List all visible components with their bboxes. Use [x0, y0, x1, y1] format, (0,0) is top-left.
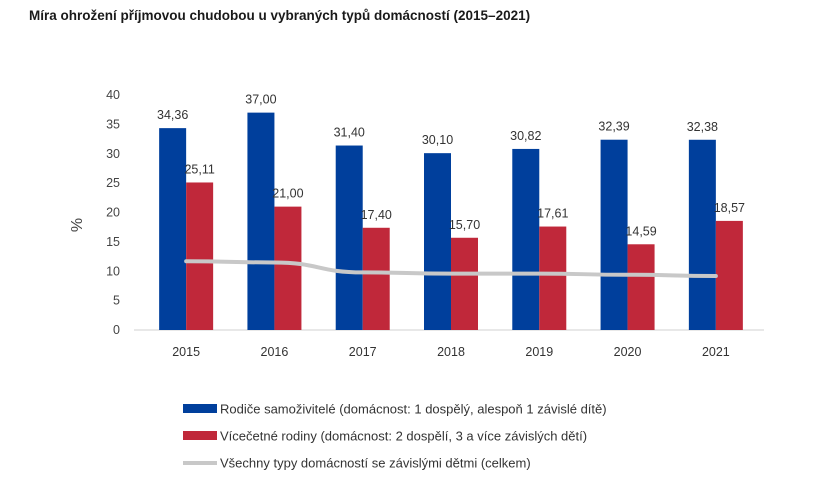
- y-tick-label-0: 0: [113, 323, 120, 337]
- data-label-single-parent-2020: 32,39: [598, 120, 629, 134]
- x-tick-label-2020: 2020: [614, 345, 642, 359]
- x-tick-label-2018: 2018: [437, 345, 465, 359]
- bar-single-parent-2017: [335, 145, 363, 330]
- bar-large-family-2020: [627, 244, 655, 330]
- bar-large-family-2021: [715, 220, 743, 330]
- data-label-single-parent-2021: 32,38: [687, 120, 718, 134]
- x-tick-label-2019: 2019: [525, 345, 553, 359]
- data-label-single-parent-2016: 37,00: [245, 93, 276, 107]
- bar-single-parent-2016: [247, 112, 275, 330]
- legend-swatch-1: [183, 431, 217, 440]
- x-tick-label-2015: 2015: [172, 345, 200, 359]
- data-label-large-family-2021: 18,57: [714, 201, 745, 215]
- legend-swatch-0: [183, 404, 217, 413]
- data-label-single-parent-2018: 30,10: [422, 133, 453, 147]
- data-label-large-family-2019: 17,61: [537, 207, 568, 221]
- data-label-single-parent-2015: 34,36: [157, 108, 188, 122]
- data-label-large-family-2020: 14,59: [625, 224, 656, 238]
- bar-single-parent-2015: [159, 128, 187, 330]
- bar-large-family-2018: [451, 237, 478, 330]
- y-tick-label-5: 5: [113, 294, 120, 308]
- bar-single-parent-2020: [600, 139, 628, 330]
- bar-large-family-2017: [362, 227, 390, 330]
- y-tick-label-15: 15: [106, 235, 120, 249]
- y-tick-label-30: 30: [106, 147, 120, 161]
- total-line: [184, 259, 718, 278]
- chart-title: Míra ohrožení příjmovou chudobou u vybra…: [29, 8, 531, 23]
- x-tick-labels: 2015 2016 2017 2018 2019 2020 2021: [172, 345, 730, 359]
- y-axis-label: %: [69, 218, 86, 232]
- x-tick-label-2017: 2017: [349, 345, 377, 359]
- data-label-large-family-2016: 21,00: [272, 187, 303, 201]
- data-label-single-parent-2019: 30,82: [510, 129, 541, 143]
- x-tick-label-2016: 2016: [261, 345, 289, 359]
- bar-large-family-2015: [186, 182, 214, 330]
- data-label-single-parent-2017: 31,40: [334, 126, 365, 140]
- y-tick-label-20: 20: [106, 206, 120, 220]
- y-tick-label-25: 25: [106, 176, 120, 190]
- legend: Rodiče samoživitelé (domácnost: 1 dospěl…: [183, 402, 607, 471]
- legend-label-2: Všechny typy domácností se závislými dět…: [220, 456, 531, 471]
- data-label-large-family-2017: 17,40: [361, 208, 392, 222]
- y-tick-label-40: 40: [106, 88, 120, 102]
- legend-label-0: Rodiče samoživitelé (domácnost: 1 dospěl…: [220, 402, 607, 417]
- bar-large-family-2019: [539, 226, 567, 330]
- y-axis: 0 5 10 15 20 25 30 35 40: [106, 88, 120, 337]
- bar-single-parent-2018: [424, 153, 451, 330]
- x-tick-label-2021: 2021: [702, 345, 730, 359]
- y-tick-label-10: 10: [106, 264, 120, 278]
- bar-single-parent-2021: [688, 139, 716, 330]
- data-label-large-family-2015: 25,11: [184, 162, 214, 176]
- bars: 34,36 25,11 37,00 21,00 31,40 17,40 30,10 15,70…: [157, 93, 745, 330]
- bar-single-parent-2019: [512, 148, 540, 330]
- legend-label-1: Vícečetné rodiny (domácnost: 2 dospělí, …: [220, 429, 587, 444]
- y-tick-label-35: 35: [106, 117, 120, 131]
- data-label-large-family-2018: 15,70: [449, 218, 480, 232]
- bar-large-family-2016: [274, 206, 302, 330]
